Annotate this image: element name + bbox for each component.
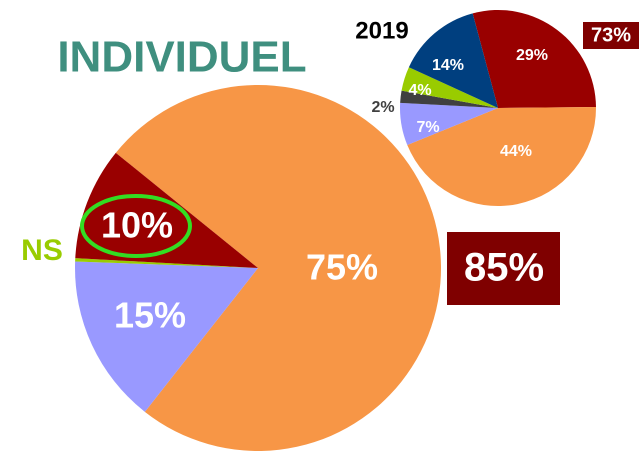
pie-slice — [75, 258, 258, 268]
annotation: 85% — [464, 246, 544, 290]
annotation: 73% — [591, 24, 631, 46]
pie-slice — [401, 67, 498, 108]
pie-slice — [115, 85, 441, 451]
pie-slice — [400, 90, 498, 108]
slice-label: 7% — [416, 119, 439, 136]
pie-slice — [472, 10, 596, 108]
title: INDIVIDUEL — [57, 33, 306, 82]
highlight-ring — [80, 194, 192, 258]
slice-label: 15% — [114, 295, 186, 336]
slice-label: 75% — [306, 247, 378, 288]
slice-label: 44% — [500, 143, 532, 160]
annotation-box — [583, 22, 639, 49]
pie-slice — [408, 13, 498, 108]
pie-slice — [75, 152, 258, 268]
slice-label: 14% — [432, 57, 464, 74]
slice-label: 29% — [516, 47, 548, 64]
pie-slice — [400, 102, 498, 146]
slice-label: 10% — [101, 205, 173, 246]
pie-slice — [75, 261, 259, 412]
slice-label: 4% — [408, 82, 431, 99]
title: 2019 — [355, 17, 408, 44]
pie-slice — [407, 106, 597, 207]
slice-label: 2% — [371, 99, 394, 116]
category-label: NS — [21, 234, 63, 267]
annotation-box — [447, 232, 560, 305]
